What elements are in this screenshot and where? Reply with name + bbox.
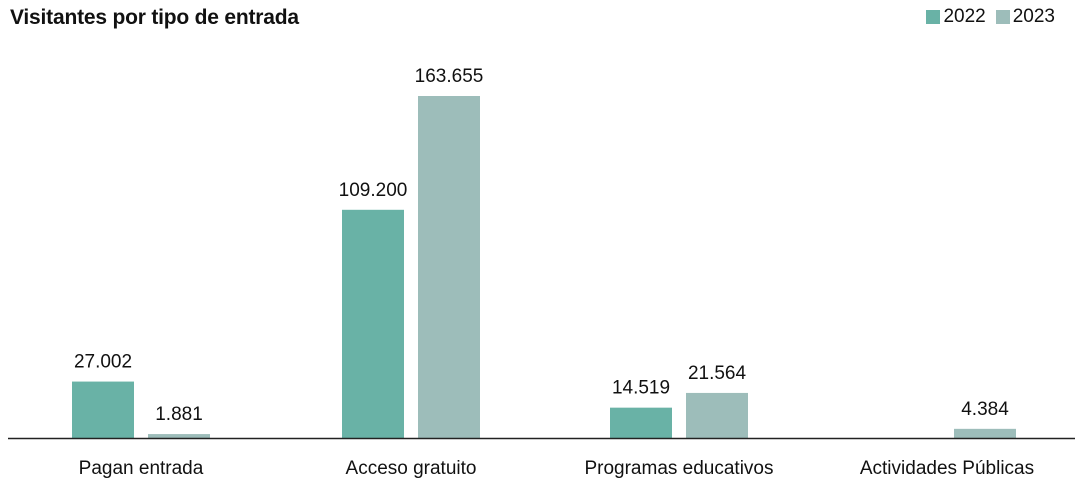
legend-label-2022: 2022 <box>943 6 986 27</box>
category-label-actividades-publicas: Actividades Públicas <box>860 458 1034 479</box>
category-label-programas-educativos: Programas educativos <box>584 458 773 479</box>
value-label-pagan-entrada-2022: 27.002 <box>74 352 132 373</box>
value-label-programas-educativos-2023: 21.564 <box>688 363 747 384</box>
legend-item-2023: 2023 <box>995 6 1055 28</box>
bar-programas-educativos-2023 <box>686 392 748 438</box>
category-label-pagan-entrada: Pagan entrada <box>79 458 204 479</box>
category-label-acceso-gratuito: Acceso gratuito <box>346 458 477 479</box>
legend-item-2022: 2022 <box>926 6 986 28</box>
legend: 2022 2023 <box>916 6 1055 28</box>
value-label-pagan-entrada-2023: 1.881 <box>155 404 203 425</box>
chart-title: Visitantes por tipo de entrada <box>10 6 299 29</box>
legend-swatch-2023 <box>995 10 1010 24</box>
legend-swatch-2022 <box>926 10 941 24</box>
bar-programas-educativos-2022 <box>610 407 672 438</box>
value-label-acceso-gratuito-2023: 163.655 <box>415 66 484 87</box>
bar-acceso-gratuito-2022 <box>342 209 404 438</box>
legend-label-2023: 2023 <box>1012 6 1055 27</box>
bar-actividades-publicas-2023 <box>954 428 1016 438</box>
bar-acceso-gratuito-2023 <box>418 96 480 438</box>
bar-pagan-entrada-2023 <box>148 434 210 438</box>
bar-pagan-entrada-2022 <box>72 381 134 438</box>
value-label-actividades-publicas-2023: 4.384 <box>961 399 1009 420</box>
value-label-acceso-gratuito-2022: 109.200 <box>339 180 408 201</box>
value-label-programas-educativos-2022: 14.519 <box>612 378 670 399</box>
